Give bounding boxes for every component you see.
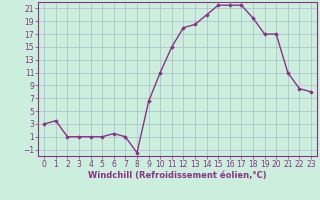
X-axis label: Windchill (Refroidissement éolien,°C): Windchill (Refroidissement éolien,°C): [88, 171, 267, 180]
